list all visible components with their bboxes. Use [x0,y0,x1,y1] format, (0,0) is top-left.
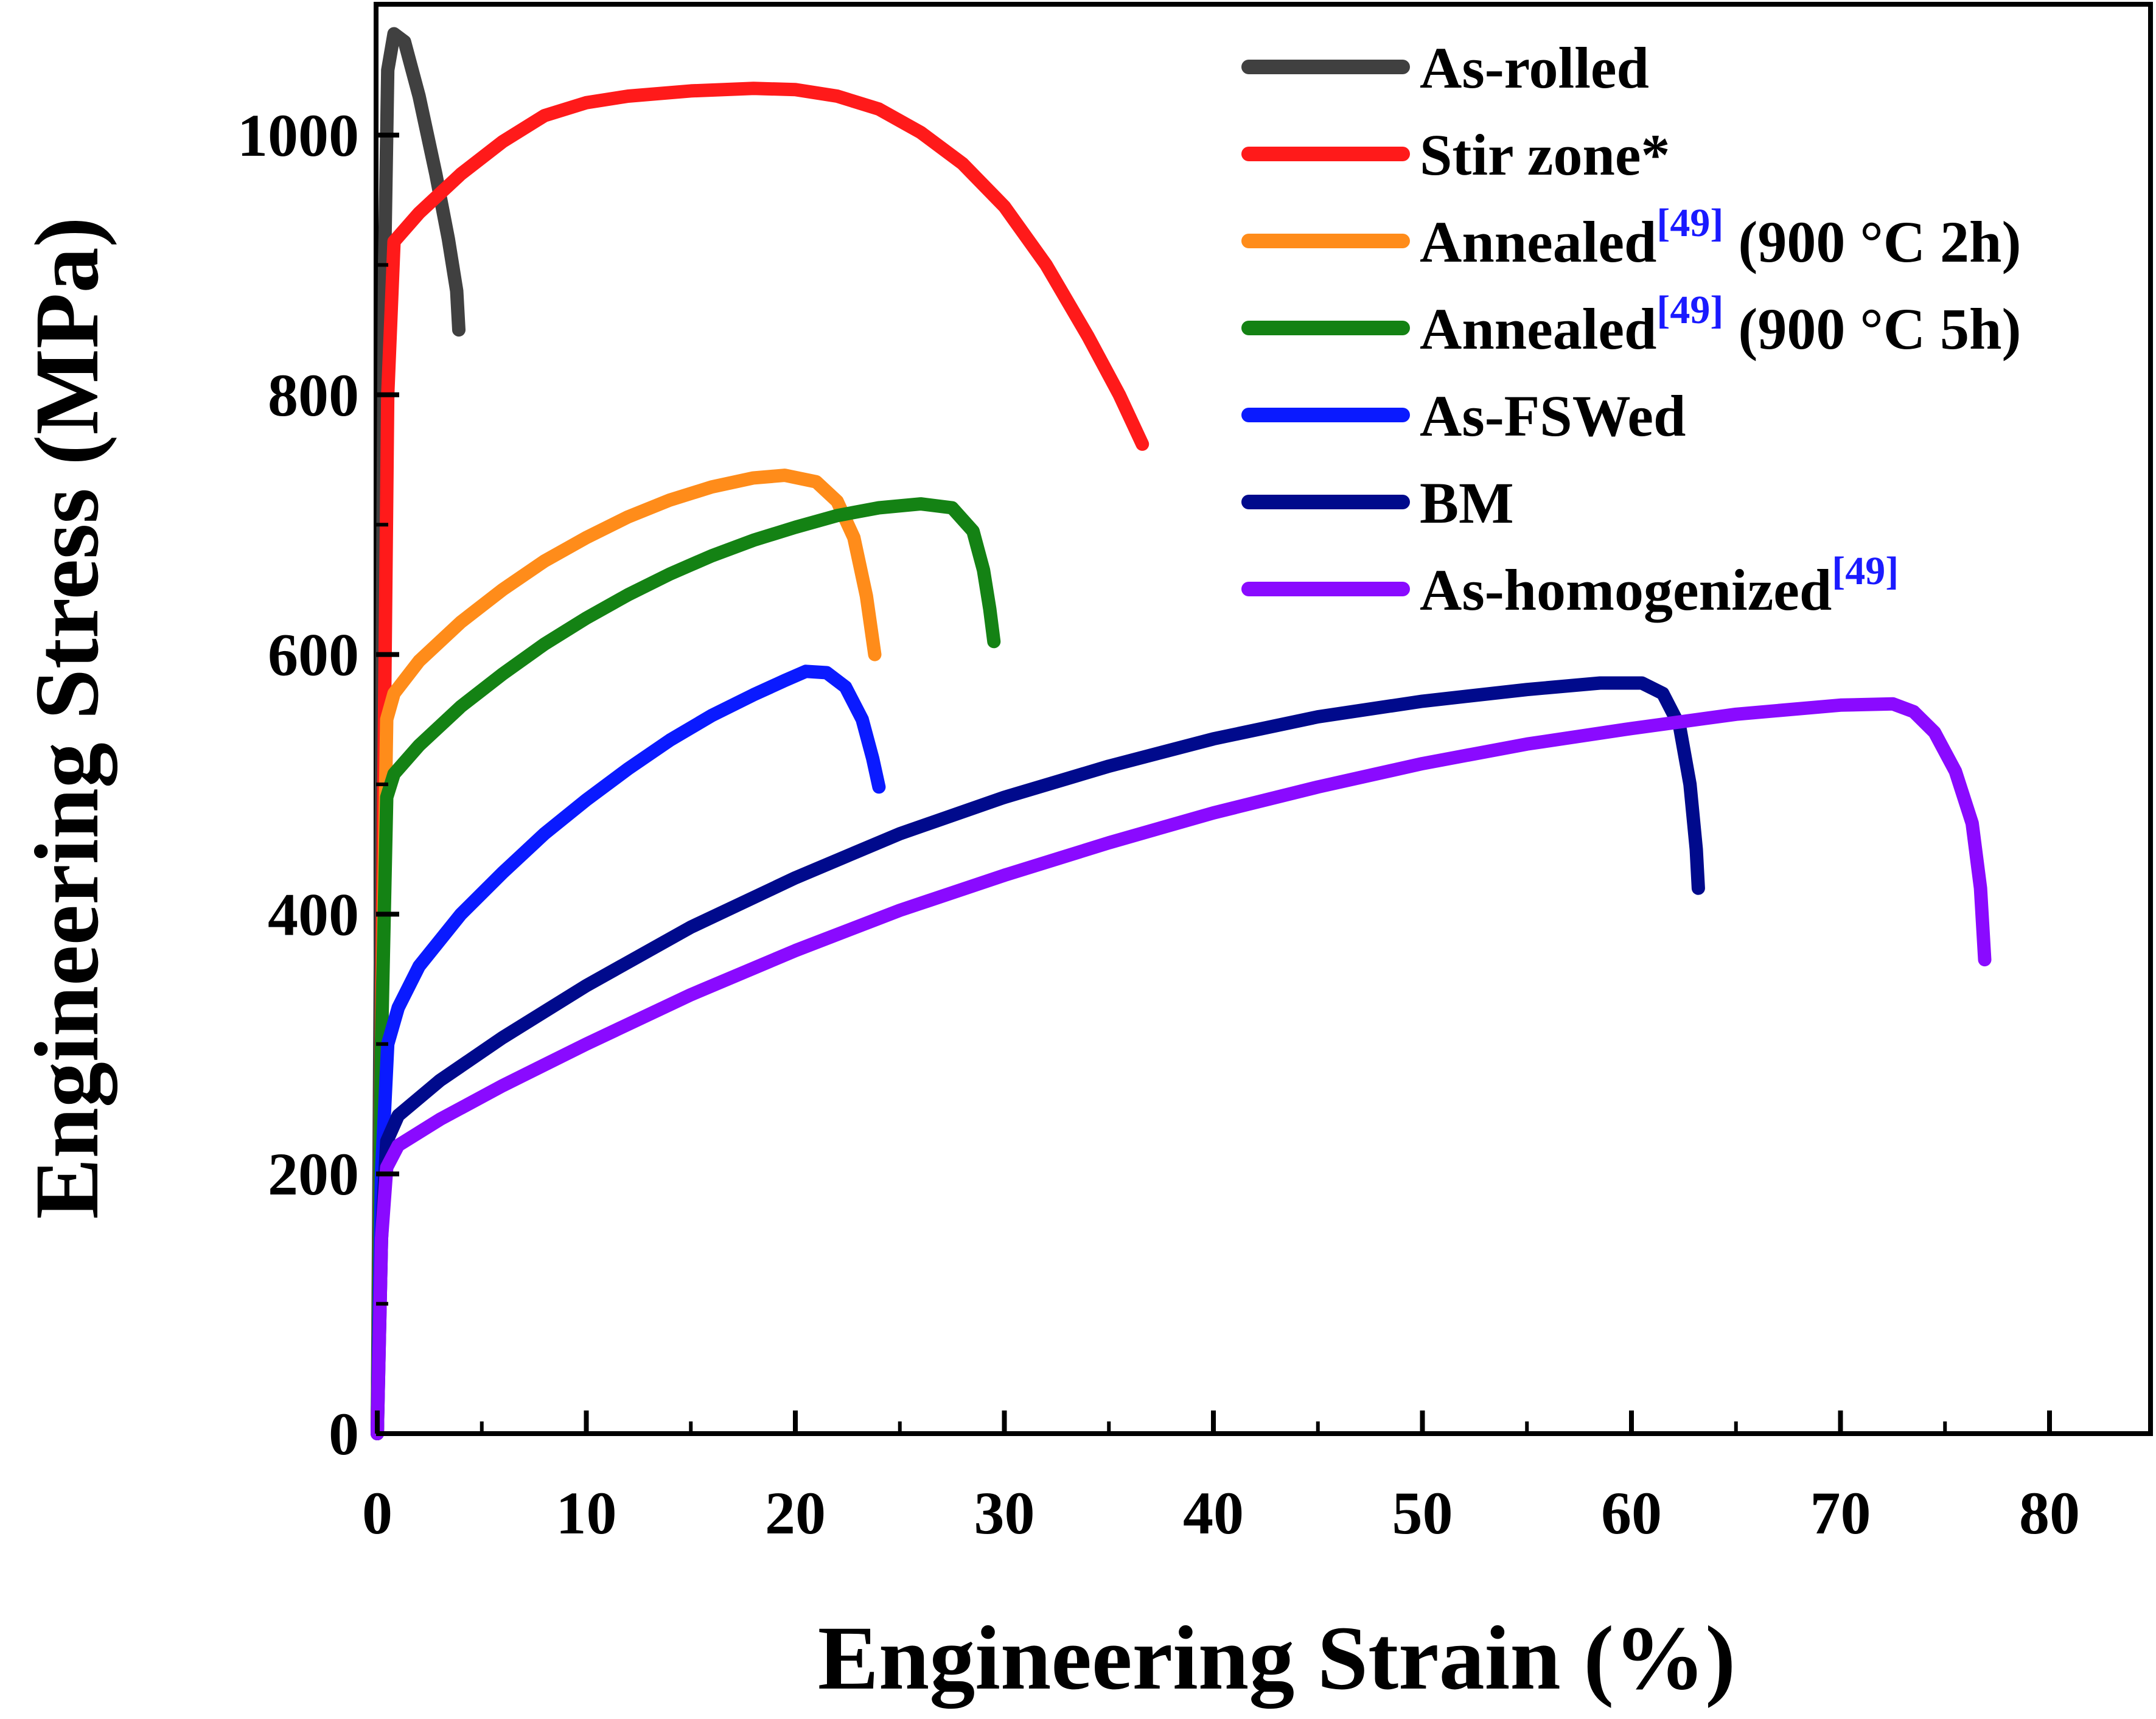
x-tick-label: 70 [1810,1479,1871,1547]
x-tick-label: 60 [1601,1479,1662,1547]
series-line-7 [371,697,1992,1440]
legend-label-7: As-homogenized[49] [1420,549,1899,622]
y-tick-label: 200 [268,1140,359,1208]
y-tick-label: 600 [268,621,359,689]
y-tick-label: 1000 [237,102,359,169]
legend: As-rolled Stir zone* Annealed[49] (900 °C … [1241,35,2021,622]
series-line-5 [371,664,886,1440]
x-tick-label: 0 [362,1479,392,1547]
series-line-2 [371,82,1150,1440]
y-axis-title: Engineering Stress (MPa) [16,217,117,1219]
x-tick-label: 20 [765,1479,826,1547]
x-tick-label: 80 [2019,1479,2080,1547]
series-line-4 [371,497,1001,1440]
legend-label-3: Annealed[49] (900 °C 2h) [1420,201,2021,274]
legend-label-5: As-FSWed [1420,383,1686,448]
series-line-6 [371,676,1705,1440]
x-axis-title: Engineering Strain (%) [818,1608,1736,1709]
series-line-3 [371,469,882,1440]
y-tick-label: 0 [329,1400,359,1468]
legend-label-4: Annealed[49] (900 °C 5h) [1420,288,2021,361]
x-tick-label: 10 [556,1479,617,1547]
legend-label-2: Stir zone* [1420,122,1670,187]
series-curves [371,27,1992,1440]
legend-label-1: As-rolled [1420,35,1649,100]
y-tick-label: 800 [268,361,359,429]
x-tick-label: 50 [1392,1479,1453,1547]
y-tick-label: 400 [268,880,359,948]
x-tick-label: 40 [1183,1479,1244,1547]
x-tick-label: 30 [974,1479,1035,1547]
legend-label-6: BM [1420,470,1514,535]
